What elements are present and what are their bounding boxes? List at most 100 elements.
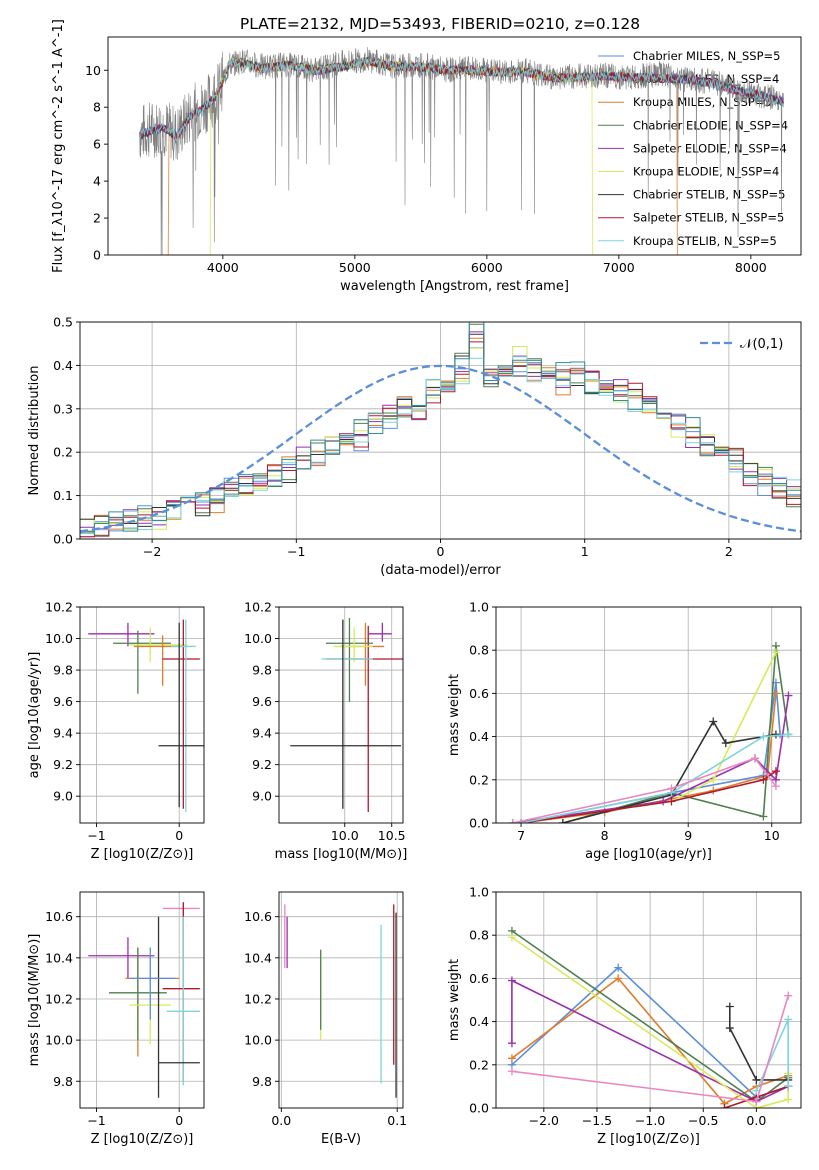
- y-tick-label: 10.2: [244, 991, 272, 1006]
- mass-vs-ebv-panel: 0.0 0.1 9.8 10.0 10.2 10.4 10.6 E(B-V): [244, 891, 407, 1147]
- x-tick-label: 0: [175, 1113, 183, 1128]
- histogram-series-2: [80, 323, 801, 536]
- plot-area: [80, 322, 801, 538]
- y-tick-label: 9.2: [252, 757, 272, 772]
- weight-marker: [709, 775, 718, 784]
- x-axis-label: (data-model)/error: [380, 563, 501, 578]
- legend-label-3: Chabrier ELODIE, N_SSP=4: [633, 118, 788, 132]
- y-tick-label: 0.0: [469, 1101, 489, 1116]
- weight-marker: [784, 691, 793, 700]
- weight-marker: [759, 812, 768, 821]
- y-tick-label: 0.5: [53, 315, 73, 330]
- weight-marker: [507, 933, 516, 942]
- axes-frame: [79, 891, 205, 1109]
- x-axis-label: age [log10(age/yr)]: [585, 847, 712, 862]
- x-tick-label: 2: [725, 544, 733, 559]
- x-tick-label: 8: [601, 828, 609, 843]
- x-tick-label: −1.0: [635, 1113, 665, 1128]
- weight-marker: [709, 717, 718, 726]
- x-tick-label: −1: [287, 544, 305, 559]
- weight-marker: [659, 797, 668, 806]
- plot-area: [508, 641, 793, 823]
- weight-marker: [771, 730, 780, 739]
- y-tick-label: 0.1: [53, 488, 73, 503]
- weight-marker: [784, 730, 793, 739]
- weight-marker: [784, 1015, 793, 1024]
- model-line-8: [139, 56, 785, 142]
- mass-vs-Z-panel: −1 0 9.8 10.0 10.2 10.4 10.6 Z [log10(Z/Z⊙)] mas…: [27, 891, 205, 1147]
- x-tick-label: −1.5: [582, 1113, 612, 1128]
- weight-marker: [507, 1054, 516, 1063]
- x-tick-label: 10.5: [378, 828, 406, 843]
- x-tick-label: 4000: [207, 260, 239, 275]
- y-axis-label: Flux [f_λ10^-17 erg cm^-2 s^-1 A^-1]: [51, 19, 66, 273]
- weight-marker: [752, 1097, 761, 1106]
- x-tick-label: −1: [87, 1113, 105, 1128]
- plot-area: [290, 618, 403, 812]
- weight-marker: [507, 976, 516, 985]
- x-tick-label: −0.5: [688, 1113, 718, 1128]
- x-tick-label: −1: [87, 828, 105, 843]
- y-tick-label: 10.0: [244, 1033, 272, 1048]
- plot-area: [88, 619, 204, 812]
- x-tick-label: 5000: [339, 260, 371, 275]
- y-tick-label: 10.4: [244, 950, 272, 965]
- weight-marker: [759, 732, 768, 741]
- y-tick-label: 0.4: [53, 358, 73, 373]
- legend-label-4: Salpeter ELODIE, N_SSP=4: [633, 141, 787, 155]
- residuals-panel: −2 −1 0 1 2 0.0 0.1 0.2 0.3 0.4 0.5 (data-model)/er…: [27, 315, 802, 578]
- model-line-7: [139, 56, 784, 140]
- weight-marker: [784, 1095, 793, 1104]
- weight-line-2: [562, 645, 790, 823]
- legend-label-normal: 𝒩(0,1): [740, 337, 783, 352]
- axes-frame: [495, 891, 802, 1109]
- y-tick-label: 10.2: [45, 991, 73, 1006]
- y-tick-label: 10.2: [244, 600, 272, 615]
- y-tick-label: 9.8: [53, 663, 73, 678]
- normal-curve: [80, 364, 801, 533]
- axes-frame: [107, 36, 802, 256]
- weight-marker: [771, 648, 780, 657]
- y-axis-label: mass weight: [447, 959, 462, 1041]
- axes-frame: [278, 891, 404, 1109]
- y-tick-label: 9.6: [53, 694, 73, 709]
- weight-line-7: [520, 733, 789, 823]
- axes-frame: [79, 606, 205, 824]
- plot-area: [284, 904, 397, 1098]
- weight-marker: [667, 797, 676, 806]
- weight-marker: [507, 1039, 516, 1048]
- y-tick-label: 9.8: [252, 1074, 272, 1089]
- y-tick-label: 9.8: [252, 663, 272, 678]
- x-tick-label: 7: [517, 828, 525, 843]
- y-tick-label: 0.2: [469, 1057, 489, 1072]
- weight-marker: [721, 739, 730, 748]
- histogram-series-8: [80, 322, 801, 534]
- histogram-series-5: [80, 333, 801, 527]
- x-tick-label: 0: [437, 544, 445, 559]
- x-tick-label: 6000: [471, 260, 503, 275]
- y-tick-label: 9.4: [53, 726, 73, 741]
- y-tick-label: 0.4: [469, 729, 489, 744]
- y-tick-label: 10.0: [45, 1033, 73, 1048]
- y-axis-label: age [log10(age/yr)]: [27, 652, 42, 779]
- weight-marker: [517, 819, 526, 823]
- y-tick-label: 0: [93, 248, 101, 263]
- x-tick-label: 0: [175, 828, 183, 843]
- y-tick-label: 1.0: [469, 885, 489, 900]
- y-tick-label: 0.6: [469, 686, 489, 701]
- weight-marker: [725, 1024, 734, 1033]
- x-tick-label: 0.0: [271, 1113, 291, 1128]
- y-tick-label: 0.8: [469, 928, 489, 943]
- x-axis-label: E(B-V): [321, 1132, 361, 1147]
- x-axis-label: Z [log10(Z/Z⊙)]: [91, 1132, 194, 1147]
- weight-marker: [752, 1075, 761, 1084]
- weight-marker: [784, 1082, 793, 1091]
- weight-marker: [720, 1104, 729, 1108]
- y-axis-label: Normed distribution: [27, 366, 42, 496]
- y-tick-label: 0.3: [53, 401, 73, 416]
- weight-marker: [614, 963, 623, 972]
- spectrum-panel: 4000 5000 6000 7000 8000 0 2 4 6 8 10 wavelength [A…: [51, 19, 802, 294]
- y-tick-label: 10.6: [45, 909, 73, 924]
- x-tick-label: 10: [764, 828, 780, 843]
- y-axis-label: mass [log10(M/M⊙)]: [27, 934, 42, 1067]
